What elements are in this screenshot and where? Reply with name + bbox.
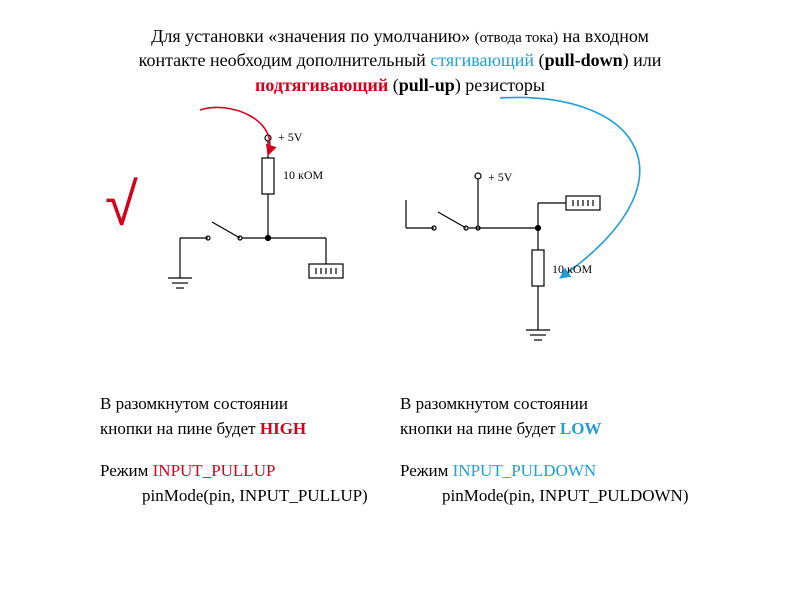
left-mode-b: INPUT_PULLUP: [153, 461, 276, 480]
left-mode-a: Режим: [100, 461, 153, 480]
label-r-right: 10 кОМ: [552, 262, 592, 277]
circuit-pulldown: [406, 173, 600, 340]
schematic-svg: [0, 0, 800, 600]
circuit-pullup: [168, 135, 343, 288]
right-mode-b: INPUT_PULDOWN: [453, 461, 597, 480]
left-l1: В разомкнутом состоянии: [100, 392, 400, 417]
right-mode-a: Режим: [400, 461, 453, 480]
left-high: HIGH: [260, 419, 306, 438]
left-code: pinMode(pin, INPUT_PULLUP): [100, 484, 400, 509]
right-l2: кнопки на пине будет LOW: [400, 417, 740, 442]
arrow-red: [200, 107, 270, 155]
arrow-blue: [500, 98, 640, 278]
left-l2: кнопки на пине будет HIGH: [100, 417, 400, 442]
right-l2a: кнопки на пине будет: [400, 419, 560, 438]
caption-right: В разомкнутом состоянии кнопки на пине б…: [400, 392, 740, 509]
label-r-left: 10 кОМ: [283, 168, 323, 183]
right-low: LOW: [560, 419, 602, 438]
left-mode: Режим INPUT_PULLUP: [100, 459, 400, 484]
right-l1: В разомкнутом состоянии: [400, 392, 740, 417]
left-l2a: кнопки на пине будет: [100, 419, 260, 438]
label-5v-left: + 5V: [278, 130, 302, 145]
caption-left: В разомкнутом состоянии кнопки на пине б…: [100, 392, 400, 509]
right-mode: Режим INPUT_PULDOWN: [400, 459, 740, 484]
label-5v-right: + 5V: [488, 170, 512, 185]
right-code: pinMode(pin, INPUT_PULDOWN): [400, 484, 740, 509]
